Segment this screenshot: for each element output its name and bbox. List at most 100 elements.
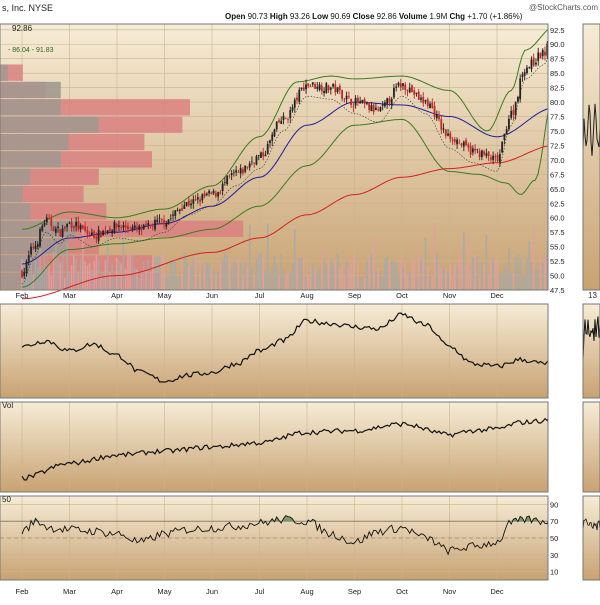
price-bar-body xyxy=(417,91,420,100)
price-bar-body xyxy=(163,219,165,225)
price-bar-body xyxy=(381,104,384,106)
price-bar-body xyxy=(368,102,371,110)
volume-bar xyxy=(36,267,39,290)
volume-bar xyxy=(73,254,75,290)
price-bar-body xyxy=(287,119,289,120)
volume-profile-bar-gray xyxy=(0,81,61,99)
volume-bar xyxy=(66,243,68,290)
volume-bar xyxy=(318,267,321,290)
price-bar-body xyxy=(271,134,274,141)
price-bar-body xyxy=(503,133,506,140)
volume-bar xyxy=(264,270,267,290)
price-bar-body xyxy=(212,190,215,194)
volume-bar xyxy=(451,275,454,290)
price-bar-body xyxy=(413,90,416,95)
price-bar-body xyxy=(167,219,170,225)
price-bar-body xyxy=(81,225,84,229)
price-bar-body xyxy=(97,229,100,241)
volume-bar xyxy=(535,269,537,290)
price-bar-body xyxy=(467,144,470,148)
y-tick-label: 57.5 xyxy=(550,228,565,237)
price-bar-body xyxy=(223,182,226,183)
volume-profile-bar-gray xyxy=(0,255,38,272)
price-bar-body xyxy=(113,222,116,233)
volume-bar xyxy=(131,255,134,290)
y-tick-label: 77.5 xyxy=(550,113,565,122)
price-bar-body xyxy=(48,217,50,219)
volume-bar xyxy=(289,273,292,290)
volume-bar xyxy=(494,259,497,290)
price-bar-body xyxy=(483,151,486,155)
price-bar-body xyxy=(393,87,395,98)
volume-bar xyxy=(75,258,77,290)
volume-bar xyxy=(501,274,503,290)
volume-bar xyxy=(169,259,172,290)
y-tick-label: 60.0 xyxy=(550,214,565,223)
volume-bar xyxy=(149,272,152,290)
y-tick-label: 92.5 xyxy=(550,26,565,35)
side-rsi-line xyxy=(582,518,600,531)
side-price-line xyxy=(582,103,600,156)
volume-bar xyxy=(127,253,129,290)
volume-bar xyxy=(84,261,86,290)
price-bar-body xyxy=(447,133,449,136)
volume-bar xyxy=(163,253,165,290)
x-tick-label-bottom: May xyxy=(157,587,171,596)
volume-bar xyxy=(113,277,116,290)
price-bar-body xyxy=(494,156,497,158)
indicator-panel-1-bg xyxy=(0,304,548,398)
volume-bar xyxy=(111,263,113,290)
x-tick-label-bottom: Jul xyxy=(255,587,265,596)
price-bar-body xyxy=(305,84,307,90)
price-bar-body xyxy=(293,99,296,108)
y-tick-label: 82.5 xyxy=(550,84,565,93)
volume-bar xyxy=(183,252,186,290)
volume-bar xyxy=(528,240,531,290)
price-bar-body xyxy=(228,175,231,177)
volume-bar xyxy=(406,275,409,290)
volume-bar xyxy=(251,267,253,290)
volume-bar xyxy=(460,258,463,290)
volume-bar xyxy=(237,255,240,290)
volume-bar xyxy=(140,273,143,290)
price-bar-body xyxy=(307,83,310,87)
volume-bar xyxy=(70,265,73,290)
x-tick-label: Apr xyxy=(111,291,123,300)
price-bar-body xyxy=(199,199,201,202)
volume-bar xyxy=(61,255,64,290)
price-bar-body xyxy=(172,214,174,216)
volume-bar xyxy=(181,258,183,290)
volume-bar xyxy=(370,254,373,290)
volume-bar xyxy=(246,266,249,290)
volume-bar xyxy=(465,265,467,290)
indicator-1-line xyxy=(21,312,548,383)
indicator-vol-line xyxy=(21,417,548,481)
volume-bar xyxy=(447,271,449,290)
price-bar-body xyxy=(54,228,57,233)
volume-bar xyxy=(517,253,519,290)
volume-bar xyxy=(537,269,540,290)
volume-bar xyxy=(386,256,388,290)
watermark: @StockCharts.com xyxy=(529,3,598,12)
price-bar-body xyxy=(138,225,141,231)
volume-bar xyxy=(404,262,407,290)
volume-bar xyxy=(408,271,411,290)
price-bar-body xyxy=(230,173,233,176)
x-tick-label: Oct xyxy=(396,291,409,300)
indicator-lines xyxy=(0,312,548,556)
price-bar-body xyxy=(260,152,262,158)
ohlc-label: Open xyxy=(225,12,248,21)
rsi-y-tick-label: 50 xyxy=(550,534,558,543)
volume-bar xyxy=(68,272,71,290)
ohlc-value: 92.86 xyxy=(377,12,398,21)
price-bar-body xyxy=(251,161,253,163)
price-bar-body xyxy=(422,96,425,104)
price-bars xyxy=(21,40,548,279)
volume-bar xyxy=(503,265,506,290)
x-tick-label-bottom: Mar xyxy=(63,587,76,596)
volume-bar xyxy=(82,222,84,290)
volume-bar xyxy=(136,269,138,290)
volume-bar xyxy=(133,267,136,290)
volume-bar xyxy=(199,261,201,290)
